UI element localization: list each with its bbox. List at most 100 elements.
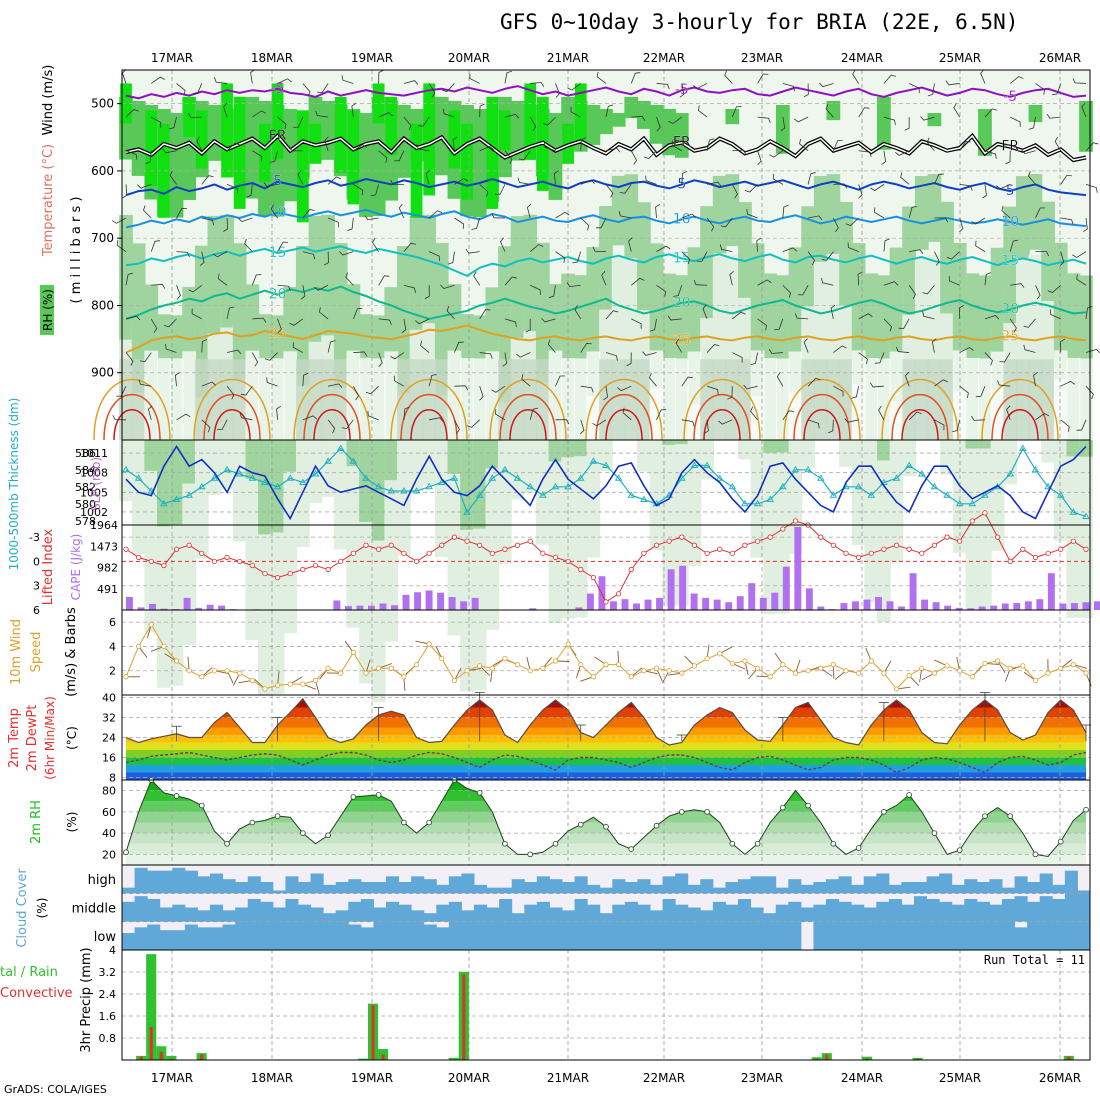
cape-bar [690, 593, 698, 610]
thickness-point [450, 474, 459, 481]
cape-bar [1094, 601, 1100, 610]
cloud-cell [222, 879, 236, 894]
cape-bar [425, 590, 433, 610]
rh-cell [1041, 359, 1055, 440]
wind-barb [125, 315, 141, 321]
wind-barb [162, 148, 177, 154]
wind-barb [367, 410, 379, 421]
cloud-cell [650, 921, 664, 950]
wind-speed-point [300, 681, 306, 687]
wind-barb [223, 102, 228, 118]
lifted-point [1032, 554, 1039, 560]
warm-isotherm [803, 409, 841, 441]
lifted-point [742, 542, 748, 548]
wind-barb [266, 377, 278, 387]
cloud-cell [1014, 876, 1028, 894]
wind-barb [692, 83, 708, 89]
wind-barb [504, 318, 517, 327]
thickness-point [602, 461, 610, 468]
wind-barb [617, 385, 632, 392]
wind-barb [1001, 205, 1011, 219]
rh-cell [624, 174, 639, 259]
isotherm-label: FR [1001, 139, 1019, 155]
thickness-point [905, 461, 913, 468]
wind-barb [732, 149, 747, 155]
cloud-cell [712, 887, 726, 894]
rh-cell [548, 113, 563, 200]
rh-cell [119, 214, 133, 340]
wind-barb [150, 318, 158, 333]
warm-isotherm [103, 393, 161, 441]
wind-barb [327, 217, 339, 228]
wind-barb [116, 386, 127, 397]
wind-barb [353, 385, 360, 401]
cape-bar [644, 599, 652, 610]
slp-tick-label: 1011 [80, 447, 108, 460]
wind-barb [959, 347, 974, 353]
wind-barb [799, 138, 809, 152]
pressure-tick-label: 500 [91, 97, 114, 111]
chart-title: GFS 0~10day 3-hourly for BRIA (22E, 6.5N… [500, 10, 1019, 34]
cloud-cell [687, 907, 701, 922]
wind-barb [541, 318, 556, 323]
wind-barb [1050, 309, 1061, 320]
wind-barb [671, 140, 682, 152]
cloud-cell [939, 901, 953, 922]
wind-speed-point [376, 665, 382, 671]
wind-barb [327, 419, 336, 434]
rh-cell [662, 358, 677, 440]
thickness-point [299, 478, 307, 485]
wind-barb [706, 344, 720, 353]
wind-barb [1035, 251, 1050, 257]
rh-point [375, 792, 382, 798]
cloud-cell [549, 921, 563, 950]
wind-speed-point [780, 662, 786, 668]
lifted-point [161, 562, 167, 569]
rh-point [426, 819, 432, 826]
wind-barb [415, 318, 430, 325]
rh-cell [674, 358, 689, 440]
wind-barb [188, 284, 203, 293]
wind-speed-point [565, 641, 571, 647]
lifted-point [376, 546, 382, 552]
thickness-point [1056, 491, 1065, 498]
isotherm-label: 15 [673, 250, 691, 266]
rh-legend-label: RH (%) [41, 289, 55, 331]
cloud-cell [184, 907, 198, 922]
warm-isotherm [991, 393, 1049, 441]
wind-barb [743, 384, 758, 390]
wind-barb [403, 80, 419, 85]
cloud-cell [411, 921, 425, 950]
cloud-cell [989, 879, 1003, 894]
cloud-cell [335, 910, 349, 922]
wind-barb [580, 137, 587, 151]
cloud-cell [360, 927, 374, 950]
cape-bar [149, 603, 156, 610]
rh-cell [725, 174, 740, 247]
cloud-cell [486, 921, 500, 950]
cape-bar [575, 607, 583, 610]
cloud-cell [272, 907, 286, 922]
wind-barb [217, 419, 228, 431]
lifted-point [1083, 546, 1089, 552]
wind-speed-point [287, 681, 293, 687]
rh-cell [158, 123, 170, 218]
cloud-cell [763, 876, 777, 894]
wind-barb [673, 285, 683, 297]
rh-cell [1053, 242, 1068, 380]
wind-barb [465, 248, 480, 254]
wind-barb [1023, 318, 1036, 328]
wind-speed-point [338, 670, 344, 676]
wind-speed-point [856, 670, 862, 676]
cloud-cell [1077, 893, 1091, 922]
cloud-cell [725, 882, 739, 894]
rh-cell [145, 110, 158, 187]
thickness-point [1031, 465, 1040, 473]
precip-convective-bar [916, 1058, 920, 1060]
cloud-cell [285, 899, 299, 922]
wind-barb [341, 419, 354, 430]
wind-barb [1060, 338, 1066, 353]
cloud-cell [549, 907, 563, 922]
cloud-cell [662, 921, 676, 950]
date-tick-bottom: 19MAR [351, 1071, 393, 1085]
